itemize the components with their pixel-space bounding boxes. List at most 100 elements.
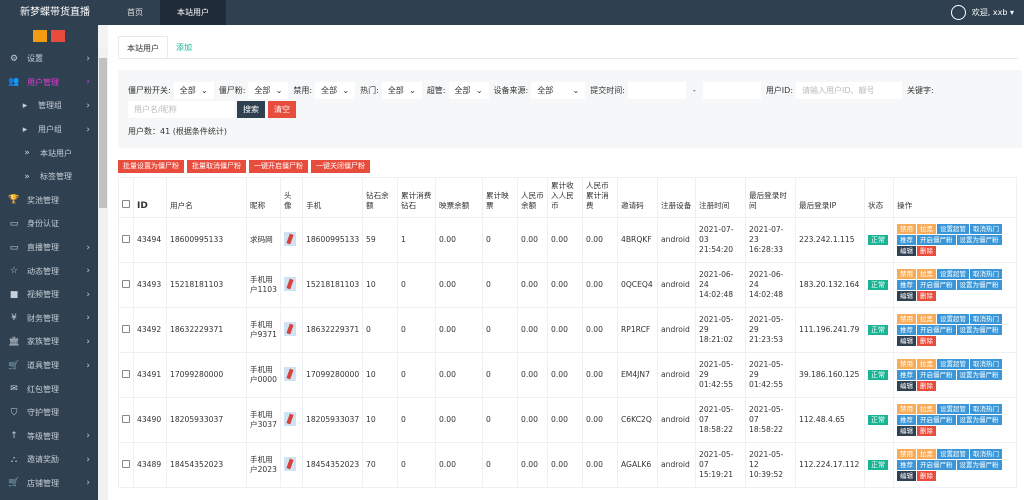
bulk-button-3[interactable]: 一键关闭僵尸粉 xyxy=(311,160,370,173)
sidebar-item-14[interactable]: ✉ 红包管理 xyxy=(0,377,98,401)
sidebar-item-12[interactable]: 🏛 家族管理 › xyxy=(0,330,98,354)
op-button-1[interactable]: 拉黑 xyxy=(917,404,936,414)
op-button-4[interactable]: 推荐 xyxy=(897,370,916,380)
sidebar-item-0[interactable]: ⚙ 设置 › xyxy=(0,47,98,71)
tab-home[interactable]: 首页 xyxy=(127,8,143,17)
search-button[interactable]: 搜索 xyxy=(237,100,265,118)
op-button-8[interactable]: 删除 xyxy=(917,291,936,301)
sidebar-item-4[interactable]: » 本站用户 xyxy=(0,141,98,165)
op-button-6[interactable]: 设置为僵尸粉 xyxy=(956,370,1002,380)
trash-icon[interactable] xyxy=(51,30,65,42)
row-checkbox[interactable] xyxy=(122,234,130,243)
sidebar-item-18[interactable]: 🛒 店铺管理 › xyxy=(0,472,98,496)
op-button-1[interactable]: 拉黑 xyxy=(917,449,936,459)
op-button-3[interactable]: 取消热门 xyxy=(970,449,1002,459)
tab-add[interactable]: 添加 xyxy=(176,43,192,52)
op-button-2[interactable]: 设置超管 xyxy=(937,314,969,324)
super-select[interactable]: 全部 ⌄ xyxy=(448,81,489,99)
sidebar-item-15[interactable]: ⛉ 守护管理 xyxy=(0,401,98,425)
user-menu[interactable]: 欢迎, xxb ▾ xyxy=(950,0,1014,25)
op-button-0[interactable]: 禁用 xyxy=(897,269,916,279)
keyword-input[interactable]: 用户名/昵称 xyxy=(128,100,234,118)
row-checkbox[interactable] xyxy=(122,369,130,378)
sidebar-item-8[interactable]: ▭ 直播管理 › xyxy=(0,236,98,260)
op-button-2[interactable]: 设置超管 xyxy=(937,269,969,279)
op-button-8[interactable]: 删除 xyxy=(917,336,936,346)
tab-site-users[interactable]: 本站用户 xyxy=(160,0,226,25)
op-button-4[interactable]: 推荐 xyxy=(897,325,916,335)
sidebar-item-2[interactable]: ▸ 管理组 › xyxy=(0,94,98,118)
op-button-1[interactable]: 拉黑 xyxy=(917,224,936,234)
tab-user-list[interactable]: 本站用户 xyxy=(118,36,168,58)
row-checkbox[interactable] xyxy=(122,414,130,423)
sidebar-item-1[interactable]: 👥 用户管理 › xyxy=(0,71,98,95)
op-button-4[interactable]: 推荐 xyxy=(897,415,916,425)
end-time-input[interactable] xyxy=(702,81,761,99)
op-button-6[interactable]: 设置为僵尸粉 xyxy=(956,460,1002,470)
sidebar-item-16[interactable]: ↑ 等级管理 › xyxy=(0,425,98,449)
row-checkbox[interactable] xyxy=(122,324,130,333)
bulk-button-1[interactable]: 批量取消僵尸粉 xyxy=(187,160,246,173)
op-button-5[interactable]: 开启僵尸粉 xyxy=(917,325,956,335)
op-button-1[interactable]: 拉黑 xyxy=(917,269,936,279)
sidebar-item-11[interactable]: ¥ 财务管理 › xyxy=(0,307,98,331)
sidebar-item-6[interactable]: 🏆 奖池管理 xyxy=(0,189,98,213)
sidebar-item-3[interactable]: ▸ 用户组 › xyxy=(0,118,98,142)
row-checkbox[interactable] xyxy=(122,279,130,288)
op-button-8[interactable]: 删除 xyxy=(917,426,936,436)
op-button-0[interactable]: 禁用 xyxy=(897,224,916,234)
op-button-5[interactable]: 开启僵尸粉 xyxy=(917,460,956,470)
op-button-6[interactable]: 设置为僵尸粉 xyxy=(956,235,1002,245)
op-button-8[interactable]: 删除 xyxy=(917,471,936,481)
op-button-2[interactable]: 设置超管 xyxy=(937,449,969,459)
op-button-5[interactable]: 开启僵尸粉 xyxy=(917,370,956,380)
sidebar-item-17[interactable]: ⛬ 邀请奖励 › xyxy=(0,448,98,472)
sidebar-item-13[interactable]: 🛒 道具管理 › xyxy=(0,354,98,378)
zombie-select[interactable]: 全部 ⌄ xyxy=(248,81,289,99)
op-button-5[interactable]: 开启僵尸粉 xyxy=(917,280,956,290)
op-button-4[interactable]: 推荐 xyxy=(897,280,916,290)
select-all-checkbox[interactable] xyxy=(122,200,130,208)
bulk-button-2[interactable]: 一键开启僵尸粉 xyxy=(249,160,308,173)
op-button-0[interactable]: 禁用 xyxy=(897,449,916,459)
op-button-7[interactable]: 编辑 xyxy=(897,291,916,301)
sidebar-item-9[interactable]: ☆ 动态管理 › xyxy=(0,259,98,283)
op-button-1[interactable]: 拉黑 xyxy=(917,314,936,324)
op-button-3[interactable]: 取消热门 xyxy=(970,359,1002,369)
hot-select[interactable]: 全部 ⌄ xyxy=(381,81,422,99)
op-button-3[interactable]: 取消热门 xyxy=(970,269,1002,279)
bulk-button-0[interactable]: 批量设置为僵尸粉 xyxy=(118,160,184,173)
op-button-7[interactable]: 编辑 xyxy=(897,471,916,481)
op-button-7[interactable]: 编辑 xyxy=(897,426,916,436)
op-button-3[interactable]: 取消热门 xyxy=(970,224,1002,234)
row-checkbox[interactable] xyxy=(122,459,130,468)
op-button-0[interactable]: 禁用 xyxy=(897,314,916,324)
op-button-0[interactable]: 禁用 xyxy=(897,404,916,414)
sidebar-scrollbar[interactable] xyxy=(98,48,108,500)
op-button-6[interactable]: 设置为僵尸粉 xyxy=(956,415,1002,425)
op-button-8[interactable]: 删除 xyxy=(917,381,936,391)
op-button-6[interactable]: 设置为僵尸粉 xyxy=(956,280,1002,290)
start-time-input[interactable] xyxy=(627,81,686,99)
op-button-5[interactable]: 开启僵尸粉 xyxy=(917,415,956,425)
op-button-7[interactable]: 编辑 xyxy=(897,336,916,346)
op-button-6[interactable]: 设置为僵尸粉 xyxy=(956,325,1002,335)
op-button-7[interactable]: 编辑 xyxy=(897,246,916,256)
op-button-1[interactable]: 拉黑 xyxy=(917,359,936,369)
sidebar-item-7[interactable]: ▭ 身份认证 xyxy=(0,212,98,236)
uid-input[interactable]: 请输入用户ID、靓号 xyxy=(796,81,903,99)
ban-select[interactable]: 全部 ⌄ xyxy=(315,81,356,99)
op-button-3[interactable]: 取消热门 xyxy=(970,314,1002,324)
op-button-3[interactable]: 取消热门 xyxy=(970,404,1002,414)
device-select[interactable]: 全部 ⌄ xyxy=(531,81,586,99)
clear-button[interactable]: 清空 xyxy=(268,100,296,118)
op-button-8[interactable]: 删除 xyxy=(917,246,936,256)
op-button-2[interactable]: 设置超管 xyxy=(937,359,969,369)
zombie-switch-select[interactable]: 全部 ⌄ xyxy=(173,81,214,99)
op-button-4[interactable]: 推荐 xyxy=(897,235,916,245)
op-button-5[interactable]: 开启僵尸粉 xyxy=(917,235,956,245)
sidebar-item-10[interactable]: ■ 视频管理 › xyxy=(0,283,98,307)
op-button-0[interactable]: 禁用 xyxy=(897,359,916,369)
op-button-2[interactable]: 设置超管 xyxy=(937,404,969,414)
op-button-2[interactable]: 设置超管 xyxy=(937,224,969,234)
